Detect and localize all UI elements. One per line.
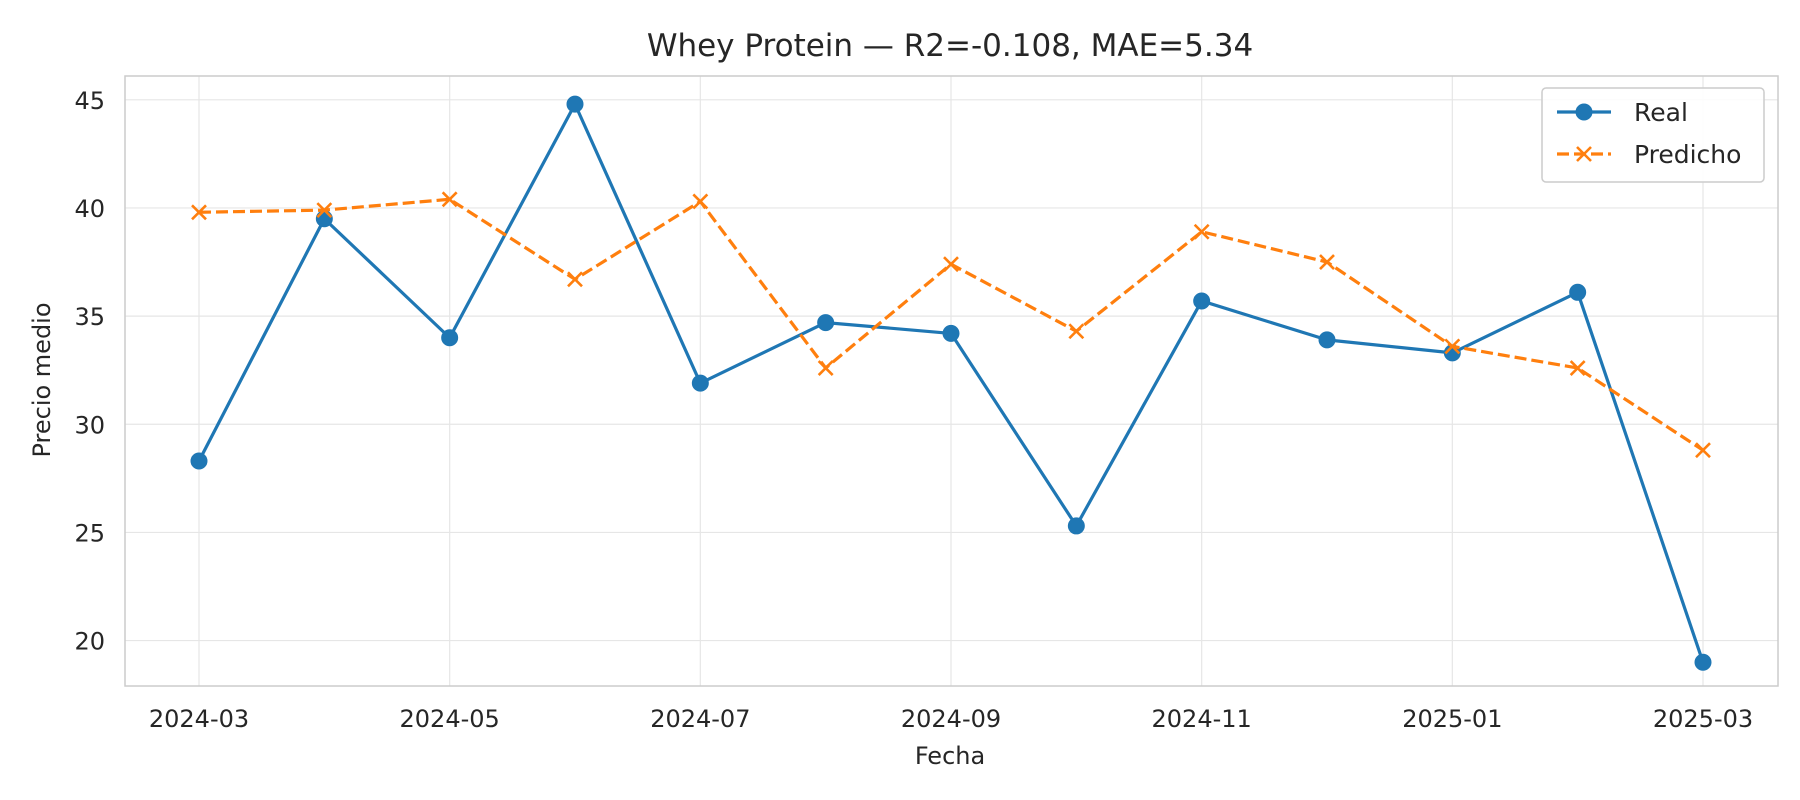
data-point xyxy=(441,191,458,208)
grid xyxy=(125,76,1778,686)
legend: Real Predicho xyxy=(1541,87,1765,183)
data-point xyxy=(817,360,834,376)
data-point xyxy=(190,452,208,470)
x-tick-label: 2024-05 xyxy=(400,705,500,733)
data-point xyxy=(943,256,959,273)
legend-label: Predicho xyxy=(1634,140,1741,169)
y-tick-label: 45 xyxy=(74,87,105,115)
data-point xyxy=(1067,517,1085,535)
legend-marker xyxy=(1575,103,1593,121)
data-point xyxy=(566,95,584,113)
y-axis-ticks: 20 25 30 35 40 45 xyxy=(74,87,105,656)
x-tick-label: 2025-03 xyxy=(1653,705,1753,733)
data-point xyxy=(567,271,583,288)
data-point xyxy=(315,210,333,228)
y-axis-label: Precio medio xyxy=(28,302,56,457)
data-point xyxy=(441,329,459,347)
data-point xyxy=(1319,254,1335,270)
y-tick-label: 20 xyxy=(74,628,105,656)
plot-frame xyxy=(124,75,1779,687)
legend-entry: Predicho xyxy=(1557,140,1741,169)
y-tick-label: 40 xyxy=(74,195,105,223)
x-tick-label: 2024-07 xyxy=(650,705,750,733)
series-predicho xyxy=(191,191,1711,459)
legend-label: Real xyxy=(1634,98,1688,127)
data-point xyxy=(191,204,207,221)
legend-entry: Real xyxy=(1557,98,1688,127)
x-axis-label: Fecha xyxy=(915,742,985,770)
series-real xyxy=(190,95,1712,671)
data-point xyxy=(942,324,960,342)
data-point xyxy=(817,314,835,332)
x-tick-label: 2024-09 xyxy=(901,705,1001,733)
x-axis-ticks: 2024-03 2024-05 2024-07 2024-09 2024-11 2025-… xyxy=(149,705,1753,733)
chart-title: Whey Protein — R2=-0.108, MAE=5.34 xyxy=(647,28,1253,64)
x-tick-label: 2024-11 xyxy=(1152,705,1252,733)
data-point xyxy=(1569,283,1587,301)
data-point xyxy=(1193,223,1210,240)
data-point xyxy=(692,193,709,210)
x-tick-label: 2024-03 xyxy=(149,705,249,733)
data-point xyxy=(1569,360,1586,376)
data-point xyxy=(1444,338,1461,355)
y-tick-label: 35 xyxy=(74,303,105,331)
data-point xyxy=(1695,442,1711,459)
data-point xyxy=(691,374,709,392)
y-tick-label: 30 xyxy=(74,411,105,439)
data-point xyxy=(1694,653,1712,671)
x-tick-label: 2025-01 xyxy=(1402,705,1502,733)
data-point xyxy=(1318,331,1336,349)
data-point xyxy=(1068,323,1085,340)
data-point xyxy=(1193,292,1211,310)
series-layer xyxy=(190,95,1712,671)
y-tick-label: 25 xyxy=(74,519,105,547)
legend-marker xyxy=(1576,146,1592,162)
data-point xyxy=(316,202,333,219)
